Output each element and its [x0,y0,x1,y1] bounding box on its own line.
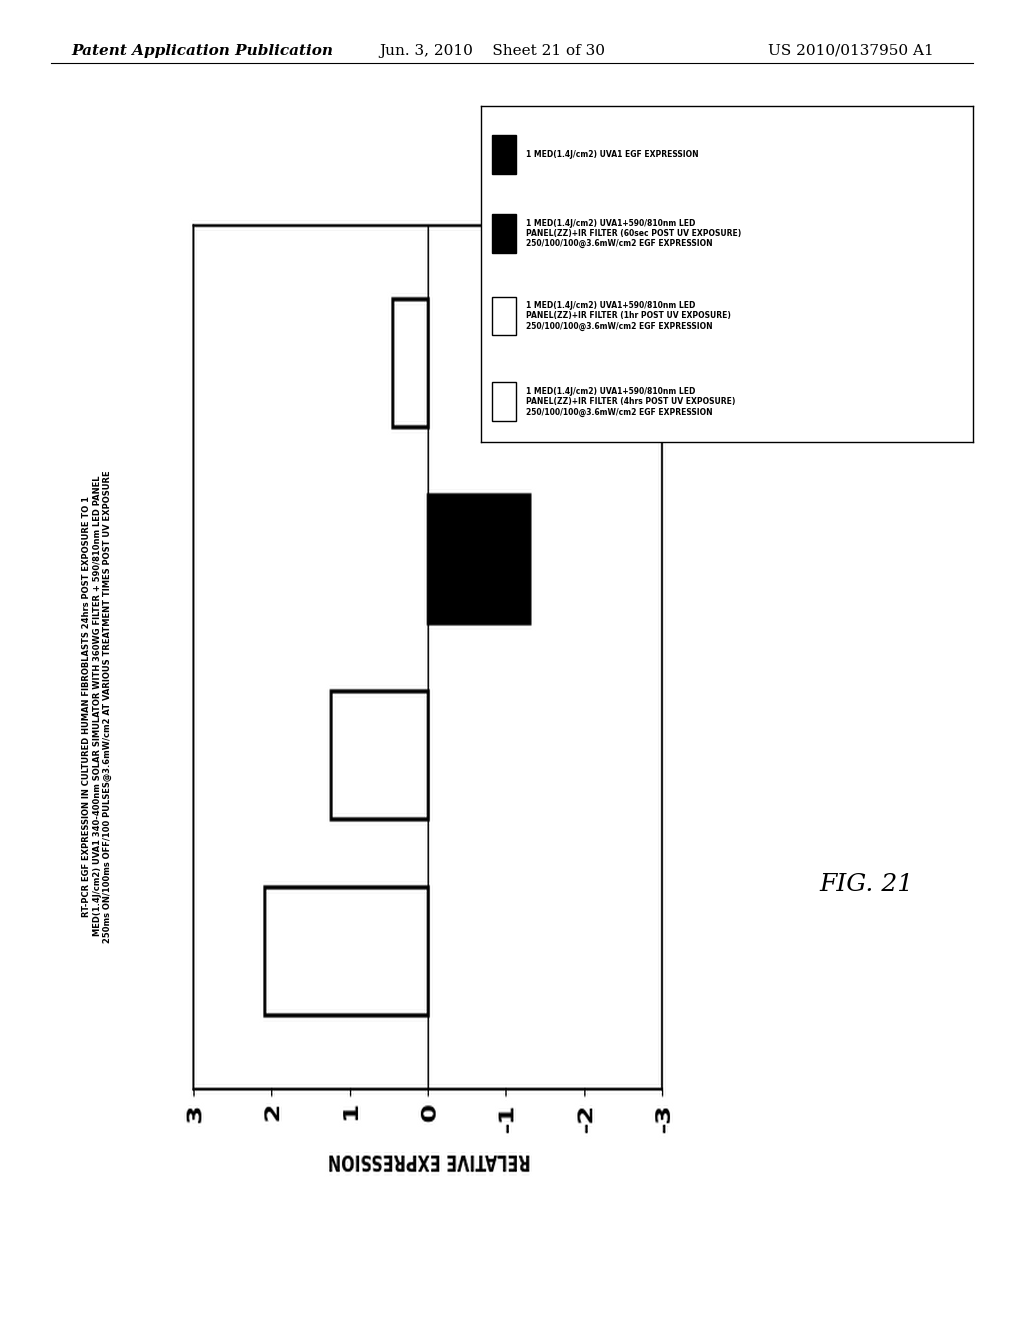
Bar [493,135,516,174]
Text: RT-PCR EGF EXPRESSION IN CULTURED HUMAN FIBROBLASTS 24hrs POST EXPOSURE TO 1
MED: RT-PCR EGF EXPRESSION IN CULTURED HUMAN … [82,470,113,942]
Text: Jun. 3, 2010    Sheet 21 of 30: Jun. 3, 2010 Sheet 21 of 30 [379,44,605,58]
Bar [493,383,516,421]
Text: 1 MED(1.4J/cm2) UVA1+590/810nm LED
PANEL(ZZ)+IR FILTER (1hr POST UV EXPOSURE)
25: 1 MED(1.4J/cm2) UVA1+590/810nm LED PANEL… [525,301,730,331]
Bar [493,214,516,253]
Text: Patent Application Publication: Patent Application Publication [72,44,334,58]
Text: FIG. 21: FIG. 21 [819,873,913,896]
Text: 1 MED(1.4J/cm2) UVA1 EGF EXPRESSION: 1 MED(1.4J/cm2) UVA1 EGF EXPRESSION [525,150,698,158]
Bar [493,297,516,335]
Text: US 2010/0137950 A1: US 2010/0137950 A1 [768,44,934,58]
Text: 1 MED(1.4J/cm2) UVA1+590/810nm LED
PANEL(ZZ)+IR FILTER (60sec POST UV EXPOSURE)
: 1 MED(1.4J/cm2) UVA1+590/810nm LED PANEL… [525,219,740,248]
Text: 1 MED(1.4J/cm2) UVA1+590/810nm LED
PANEL(ZZ)+IR FILTER (4hrs POST UV EXPOSURE)
2: 1 MED(1.4J/cm2) UVA1+590/810nm LED PANEL… [525,387,735,417]
